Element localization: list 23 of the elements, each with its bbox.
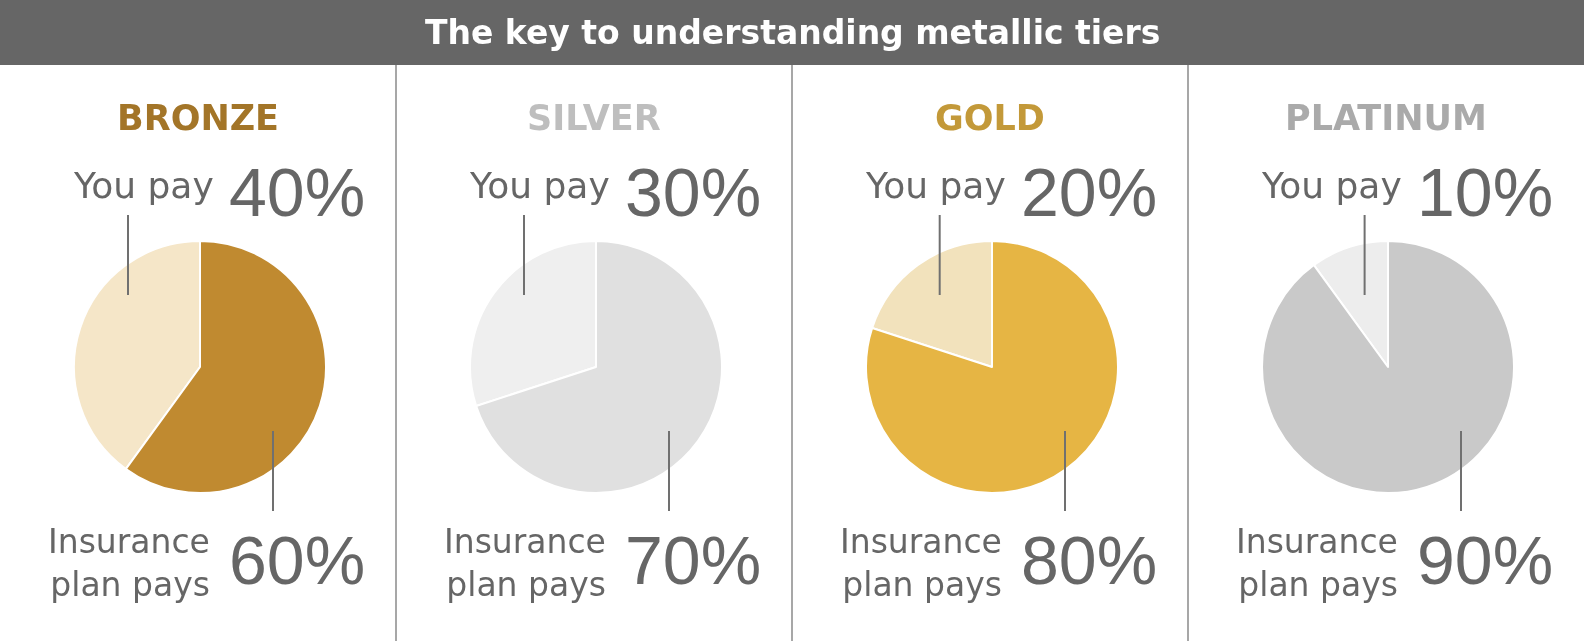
data-label: 60% xyxy=(229,522,366,598)
data-label: 80% xyxy=(1021,522,1158,598)
data-label: 70% xyxy=(625,522,762,598)
slice-label: Insurance plan pays xyxy=(1236,522,1398,604)
text: The key to understanding metallic tiers xyxy=(425,13,1161,52)
slice-label: Insurance plan pays xyxy=(840,522,1002,604)
data-label: 40% xyxy=(229,154,366,230)
pie-slice xyxy=(865,240,1119,494)
data-label: 10% xyxy=(1417,154,1554,230)
chart-title: BRONZE xyxy=(117,98,279,138)
chart-title: GOLD xyxy=(935,98,1045,138)
slice-label: Insurance plan pays xyxy=(48,522,210,604)
chart-title: SILVER xyxy=(527,98,661,138)
slice-label: You pay xyxy=(469,165,610,206)
data-label: 30% xyxy=(625,154,762,230)
slice-label: Insurance plan pays xyxy=(444,522,606,604)
data-label: 90% xyxy=(1417,522,1554,598)
slice-label: You pay xyxy=(865,165,1006,206)
pie-slice xyxy=(1261,240,1515,494)
slice-label: You pay xyxy=(1261,165,1402,206)
slice-label: You pay xyxy=(73,165,214,206)
chart-title: PLATINUM xyxy=(1285,98,1487,138)
data-label: 20% xyxy=(1021,154,1158,230)
